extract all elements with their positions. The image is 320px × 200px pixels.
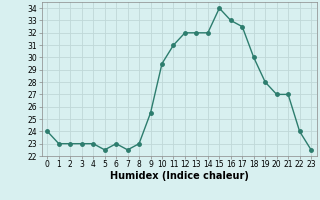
X-axis label: Humidex (Indice chaleur): Humidex (Indice chaleur) — [110, 171, 249, 181]
